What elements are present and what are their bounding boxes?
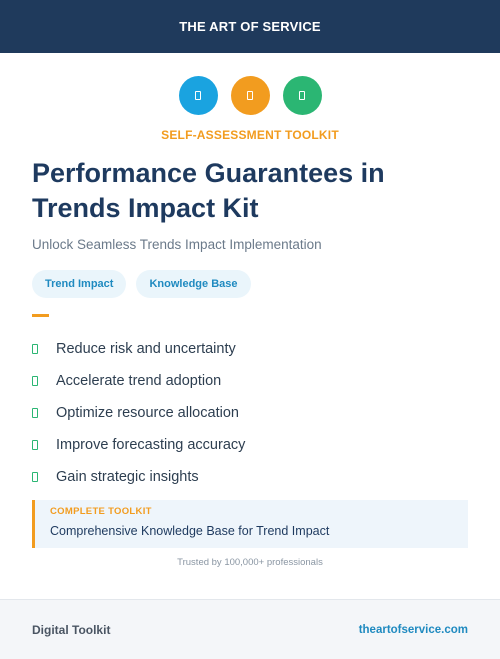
toolkit-callout: COMPLETE TOOLKIT Comprehensive Knowledge…	[32, 500, 468, 548]
blue-doc-icon	[178, 76, 218, 115]
eyebrow-label: SELF-ASSESSMENT TOOLKIT	[161, 128, 339, 142]
benefit-text: Reduce risk and uncertainty	[56, 341, 236, 357]
icon-row	[0, 76, 500, 115]
footer-label: Digital Toolkit	[32, 622, 111, 637]
benefit-text: Improve forecasting accuracy	[56, 437, 246, 453]
page-subtitle: Unlock Seamless Trends Impact Implementa…	[32, 237, 322, 252]
benefit-item: Gain strategic insights	[32, 461, 245, 493]
benefit-text: Accelerate trend adoption	[56, 373, 222, 389]
callout-label: COMPLETE TOOLKIT	[50, 506, 152, 517]
check-icon	[32, 408, 38, 418]
benefit-text: Optimize resource allocation	[56, 405, 239, 421]
green-doc-icon	[282, 76, 322, 115]
benefit-list: Reduce risk and uncertainty Accelerate t…	[32, 333, 245, 493]
orange-doc-icon	[230, 76, 270, 115]
tag-list: Trend Impact Knowledge Base	[32, 270, 251, 298]
tag-trend-impact[interactable]: Trend Impact	[32, 270, 127, 298]
trust-note: Trusted by 100,000+ professionals	[177, 557, 323, 568]
tag-knowledge-base[interactable]: Knowledge Base	[136, 270, 251, 298]
top-banner: THE ART OF SERVICE	[0, 0, 500, 53]
page-title: Performance Guarantees in Trends Impact …	[32, 158, 385, 223]
benefit-text: Gain strategic insights	[56, 469, 199, 485]
footer: Digital Toolkit theartofservice.com	[0, 599, 500, 659]
check-icon	[32, 472, 38, 482]
benefit-item: Accelerate trend adoption	[32, 365, 245, 397]
accent-divider	[32, 314, 49, 317]
check-icon	[32, 344, 38, 354]
benefit-item: Reduce risk and uncertainty	[32, 333, 245, 365]
check-icon	[32, 376, 38, 386]
benefit-item: Improve forecasting accuracy	[32, 429, 245, 461]
benefit-item: Optimize resource allocation	[32, 397, 245, 429]
callout-text: Comprehensive Knowledge Base for Trend I…	[50, 524, 330, 538]
brand-title: THE ART OF SERVICE	[179, 19, 321, 34]
check-icon	[32, 440, 38, 450]
website-link[interactable]: theartofservice.com	[358, 623, 468, 636]
